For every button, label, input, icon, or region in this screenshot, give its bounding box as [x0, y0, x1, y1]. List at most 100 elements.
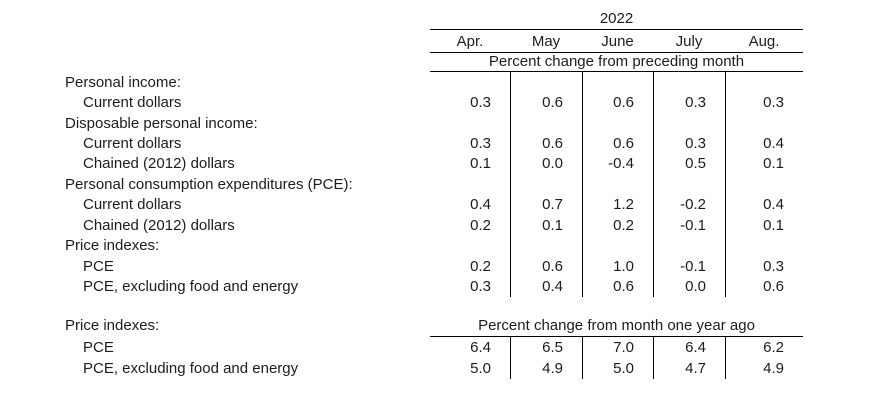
value-cell: 4.9 — [510, 357, 582, 379]
section-gap — [0, 297, 803, 309]
value-cell — [510, 72, 582, 93]
row-label: PCE — [83, 338, 114, 356]
value-cell: 0.3 — [470, 278, 491, 296]
value-cell — [582, 72, 653, 93]
row-label: PCE, excluding food and energy — [83, 359, 299, 377]
months-row: Apr. May June July Aug. — [0, 30, 803, 53]
value-cell: 1.2 — [582, 194, 653, 216]
value-cell — [582, 235, 653, 256]
value-cell: 0.3 — [470, 135, 491, 153]
table-row: PCE, excluding food and energy 0.3 0.4 0.6 0… — [0, 276, 803, 297]
value-cell — [653, 174, 725, 195]
value-cell — [725, 235, 803, 256]
value-cell: 0.4 — [725, 133, 803, 154]
value-cell: 0.1 — [725, 153, 803, 175]
value-cell: 0.2 — [470, 216, 491, 234]
value-cell — [653, 112, 725, 134]
value-cell: 4.7 — [653, 357, 725, 379]
row-label: PCE, excluding food and energy — [83, 278, 299, 296]
row-label: Chained (2012) dollars — [83, 216, 235, 234]
row-label: Personal consumption expenditures (PCE): — [65, 175, 353, 193]
month-header: May — [510, 30, 582, 53]
value-cell: 6.4 — [470, 338, 491, 356]
value-cell — [725, 112, 803, 134]
label-column-spacer — [0, 0, 430, 30]
section-2-header-row: Price indexes: Percent change from month… — [0, 309, 803, 337]
value-cell: 0.6 — [725, 276, 803, 297]
row-label: PCE — [83, 257, 114, 275]
table-row: Current dollars 0.4 0.7 1.2 -0.2 0.4 — [0, 194, 803, 216]
table-row: PCE 6.4 6.5 7.0 6.4 6.2 — [0, 336, 803, 358]
table-row: Personal income: — [0, 72, 803, 93]
table-row: Current dollars 0.3 0.6 0.6 0.3 0.3 — [0, 92, 803, 113]
row-label: Disposable personal income: — [65, 114, 258, 132]
month-header: Apr. — [430, 30, 510, 53]
value-cell: 0.3 — [725, 255, 803, 277]
month-header: Aug. — [725, 30, 803, 53]
value-cell: 1.0 — [582, 255, 653, 277]
value-cell: -0.4 — [582, 153, 653, 175]
value-cell — [725, 174, 803, 195]
value-cell: 0.6 — [510, 133, 582, 154]
row-label: Current dollars — [83, 135, 182, 153]
value-cell: -0.1 — [653, 255, 725, 277]
row-label: Current dollars — [83, 196, 182, 214]
table-row: Price indexes: — [0, 235, 803, 256]
table-row: Disposable personal income: — [0, 112, 803, 134]
value-cell: 0.4 — [725, 194, 803, 216]
table-row: Chained (2012) dollars 0.2 0.1 0.2 -0.1 0.1 — [0, 215, 803, 236]
value-cell: 0.4 — [510, 276, 582, 297]
month-header: July — [653, 30, 725, 53]
value-cell — [653, 72, 725, 93]
row-label: Personal income: — [65, 73, 181, 91]
label-column-spacer — [0, 53, 430, 72]
value-cell: 0.7 — [510, 194, 582, 216]
value-cell: 0.6 — [582, 276, 653, 297]
period-header: Percent change from preceding month — [430, 53, 803, 72]
year-header: 2022 — [430, 0, 803, 30]
value-cell — [510, 235, 582, 256]
value-cell: 4.9 — [725, 357, 803, 379]
value-cell: 6.5 — [510, 336, 582, 358]
value-cell — [582, 174, 653, 195]
pce-table: 2022 Apr. May June July Aug. Percent change … — [0, 0, 803, 379]
value-cell — [430, 236, 510, 256]
value-cell — [430, 113, 510, 133]
value-cell: 6.4 — [653, 336, 725, 358]
value-cell: 5.0 — [470, 359, 491, 377]
value-cell: 0.1 — [470, 155, 491, 173]
value-cell: -0.2 — [653, 194, 725, 216]
section-2-body: PCE 6.4 6.5 7.0 6.4 6.2 PCE, excluding food an… — [0, 336, 803, 379]
value-cell — [430, 174, 510, 194]
row-label: Current dollars — [83, 94, 182, 112]
value-cell: 0.5 — [653, 153, 725, 175]
table-row: Current dollars 0.3 0.6 0.6 0.3 0.4 — [0, 133, 803, 154]
value-cell: 0.2 — [582, 215, 653, 236]
value-cell — [510, 112, 582, 134]
value-cell: 5.0 — [582, 357, 653, 379]
value-cell: 0.6 — [582, 133, 653, 154]
value-cell: 0.6 — [582, 92, 653, 113]
value-cell: 0.3 — [470, 94, 491, 112]
value-cell: 7.0 — [582, 336, 653, 358]
value-cell: 0.0 — [653, 276, 725, 297]
section-label: Price indexes: — [65, 316, 160, 334]
year-row: 2022 — [0, 0, 803, 30]
table-row: PCE, excluding food and energy 5.0 4.9 5.0 4… — [0, 357, 803, 379]
value-cell: 0.3 — [725, 92, 803, 113]
value-cell: 0.3 — [653, 92, 725, 113]
label-column-spacer — [0, 30, 430, 53]
period-header: Percent change from month one year ago — [430, 309, 803, 337]
value-cell — [510, 174, 582, 195]
section-1-header-row: Percent change from preceding month — [0, 53, 803, 72]
value-cell: 6.2 — [725, 336, 803, 358]
value-cell — [430, 72, 510, 92]
value-cell: 0.1 — [725, 215, 803, 236]
value-cell: -0.1 — [653, 215, 725, 236]
table-row: PCE 0.2 0.6 1.0 -0.1 0.3 — [0, 255, 803, 277]
value-cell: 0.3 — [653, 133, 725, 154]
value-cell — [653, 235, 725, 256]
value-cell: 0.0 — [510, 153, 582, 175]
table-row: Chained (2012) dollars 0.1 0.0 -0.4 0.5 0.1 — [0, 153, 803, 175]
value-cell: 0.6 — [510, 255, 582, 277]
